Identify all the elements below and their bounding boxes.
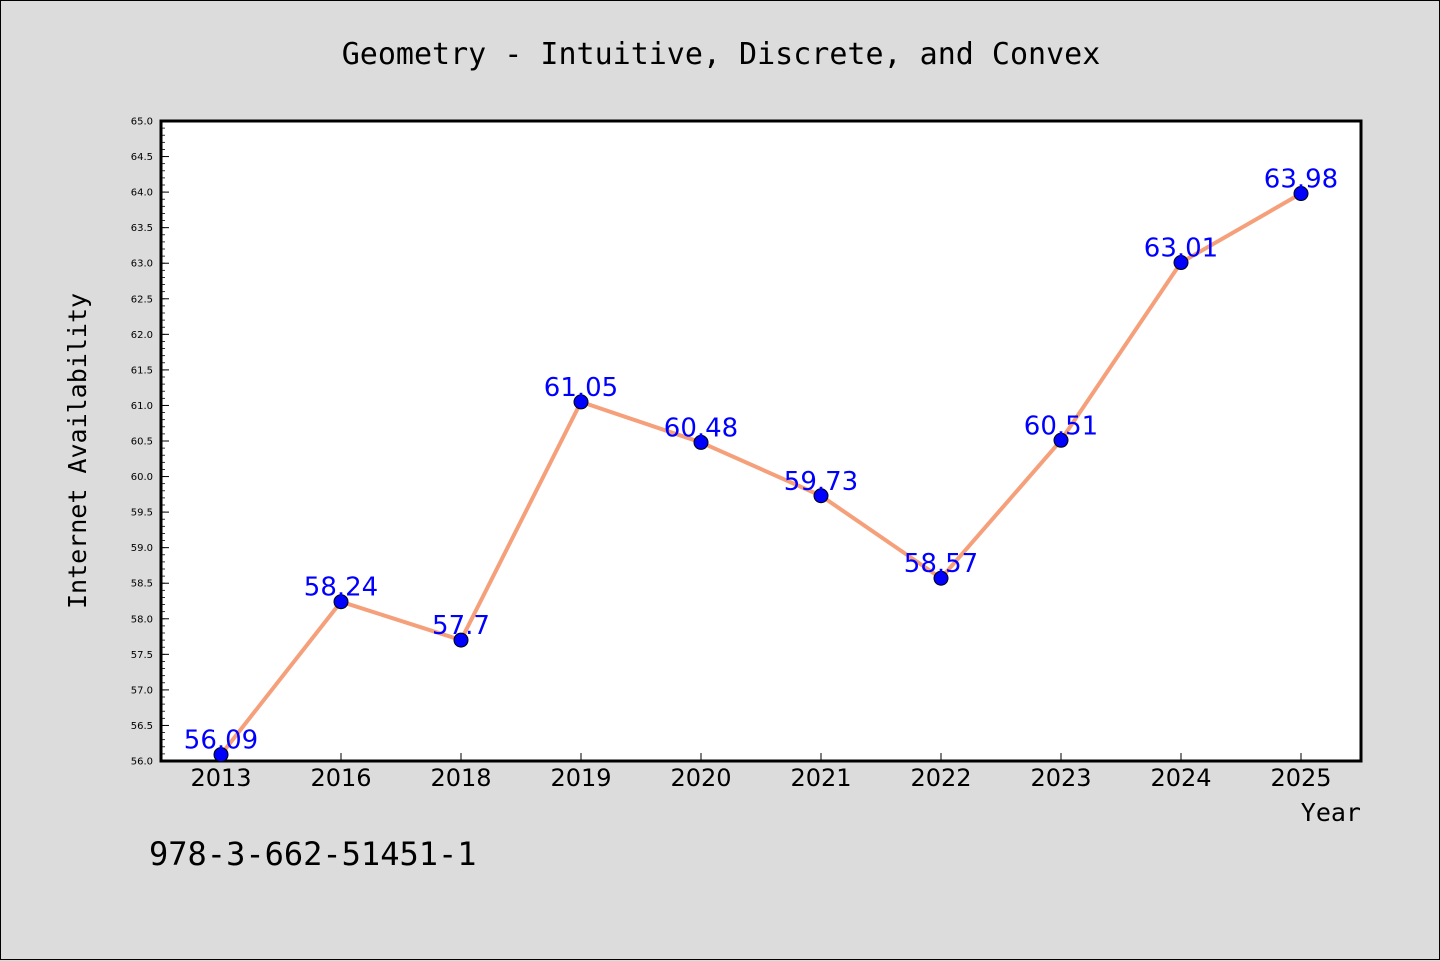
footer-isbn: 978-3-662-51451-1	[149, 835, 477, 873]
plot-area	[159, 119, 1363, 763]
data-point	[1053, 432, 1069, 448]
data-point	[213, 747, 229, 763]
data-label: 58.24	[304, 573, 378, 603]
series-group: 56.09 58.24 57.7 61.05 60.48 59.73 58.57 60.51 6…	[184, 165, 1338, 763]
data-point	[693, 434, 709, 450]
y-tick-label: 64.5	[131, 152, 153, 163]
y-tick-label: 58.5	[131, 579, 153, 590]
data-label: 58.57	[904, 549, 978, 579]
data-point	[333, 594, 349, 610]
y-tick-label: 56.0	[131, 757, 153, 768]
y-axis-label: Internet Availability	[63, 293, 92, 609]
data-label: 59.73	[784, 467, 858, 497]
data-label: 63.98	[1264, 165, 1338, 195]
y-tick-label: 59.0	[131, 543, 153, 554]
data-point	[813, 488, 829, 504]
data-point	[933, 570, 949, 586]
y-tick-label: 58.0	[131, 614, 153, 625]
x-tick-label: 2013	[190, 764, 251, 792]
y-tick-label: 65.0	[131, 117, 153, 128]
x-tick-label: 2023	[1030, 764, 1091, 792]
y-tick-label: 61.5	[131, 365, 153, 376]
y-tick-label: 56.5	[131, 721, 153, 732]
data-label: 56.09	[184, 726, 258, 756]
y-tick-label: 62.5	[131, 294, 153, 305]
y-axis: 56.0 56.5 57.0 57.5 58.0 58.5 59.0 59.5 60.0 60.5…	[131, 117, 169, 768]
y-tick-label: 59.5	[131, 508, 153, 519]
x-axis-label: Year	[1301, 798, 1361, 827]
data-point	[573, 394, 589, 410]
x-axis: 2013 2016 2018 2019 2020 2021 2022 2023 2024 2025	[190, 753, 1332, 792]
x-tick-label: 2018	[430, 764, 491, 792]
y-tick-label: 63.0	[131, 259, 153, 270]
x-tick-label: 2024	[1150, 764, 1211, 792]
y-tick-label: 64.0	[131, 188, 153, 199]
x-tick-label: 2025	[1270, 764, 1331, 792]
x-tick-label: 2020	[670, 764, 731, 792]
y-tick-label: 57.5	[131, 650, 153, 661]
x-tick-label: 2022	[910, 764, 971, 792]
y-tick-label: 63.5	[131, 223, 153, 234]
x-tick-label: 2019	[550, 764, 611, 792]
data-label: 63.01	[1144, 234, 1218, 264]
data-label: 60.48	[664, 413, 738, 443]
data-point	[453, 632, 469, 648]
y-tick-label: 60.5	[131, 437, 153, 448]
data-point	[1293, 186, 1309, 202]
data-label: 57.7	[432, 611, 490, 641]
y-tick-label: 61.0	[131, 401, 153, 412]
data-label: 60.51	[1024, 411, 1098, 441]
y-tick-label: 57.0	[131, 685, 153, 696]
y-tick-label: 62.0	[131, 330, 153, 341]
data-point	[1173, 255, 1189, 271]
x-tick-label: 2021	[790, 764, 851, 792]
series-line	[219, 191, 1302, 756]
chart-title: Geometry - Intuitive, Discrete, and Conv…	[342, 37, 1101, 72]
x-tick-label: 2016	[310, 764, 371, 792]
y-tick-label: 60.0	[131, 472, 153, 483]
data-label: 61.05	[544, 373, 618, 403]
